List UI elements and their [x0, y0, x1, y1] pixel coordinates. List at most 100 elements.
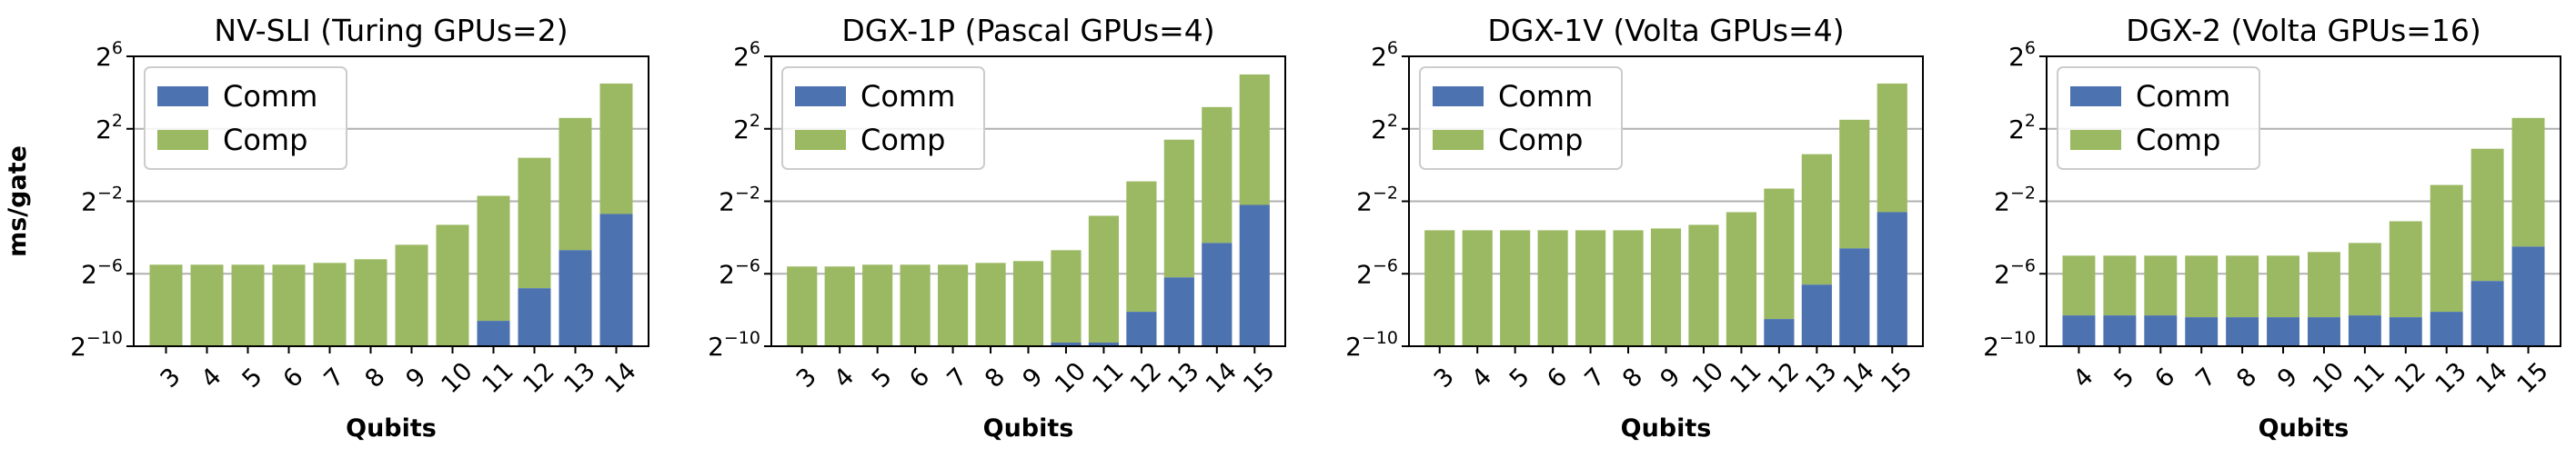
- legend-swatch-comp: [795, 130, 846, 150]
- x-axis-label: Qubits: [983, 414, 1074, 443]
- bar-comp: [1877, 83, 1907, 213]
- legend-swatch-comm: [2070, 86, 2121, 106]
- y-tick-base: 2: [1371, 114, 1387, 144]
- legend-swatch-comm: [1433, 86, 1484, 106]
- y-tick-label: 2−2: [1994, 184, 2036, 217]
- bar-comm: [1839, 248, 1870, 346]
- x-tick-label: 12: [1125, 357, 1167, 399]
- bar-comm: [1877, 212, 1907, 346]
- bar-comp: [1163, 139, 1194, 278]
- legend-swatch-comm: [795, 86, 846, 106]
- y-axis-label: ms/gate: [4, 145, 32, 257]
- y-tick-base: 2: [1994, 259, 2010, 289]
- bar-comm: [2185, 317, 2219, 346]
- bar-comp: [395, 244, 428, 346]
- bar-comp: [1575, 230, 1606, 346]
- legend-label-comp: Comp: [860, 123, 945, 157]
- y-tick-label: 2−10: [708, 328, 760, 362]
- y-tick-exponent: −2: [1373, 184, 1398, 204]
- legend-label-comm: Comm: [860, 79, 955, 114]
- legend: Comm Comp: [781, 66, 985, 170]
- y-tick-label: 2−2: [81, 184, 123, 217]
- y-tick-base: 2: [733, 42, 750, 72]
- y-tick-base: 2: [1983, 332, 1999, 362]
- y-tick-label: 2−6: [719, 255, 760, 289]
- bar-comm: [2348, 315, 2381, 346]
- bar-comp: [975, 263, 1006, 346]
- y-tick-label: 2−10: [1983, 328, 2036, 362]
- bar-comp: [231, 264, 265, 346]
- x-tick-label: 6: [278, 363, 309, 393]
- y-tick-label: 2−2: [719, 184, 760, 217]
- bar-comp: [1462, 230, 1493, 346]
- x-tick-label: 3: [791, 363, 822, 393]
- bar-comp: [1613, 230, 1644, 346]
- bar-comp: [2185, 255, 2219, 318]
- bar-comp: [477, 195, 510, 322]
- y-tick-base: 2: [1371, 42, 1387, 72]
- x-tick-label: 8: [980, 363, 1011, 393]
- bar-comp: [436, 224, 469, 346]
- bar-comp: [354, 259, 387, 346]
- bar-comm: [2103, 315, 2137, 346]
- x-tick-label: 13: [558, 357, 600, 399]
- legend-swatch-comp: [157, 130, 208, 150]
- x-tick-label: 4: [829, 363, 860, 393]
- bar-comp: [2348, 243, 2381, 316]
- chart-title: DGX-1V (Volta GPUs=4): [1487, 13, 1844, 48]
- x-tick-label: 15: [1876, 357, 1917, 399]
- legend: Comm Comp: [1419, 66, 1623, 170]
- bar-comm: [1126, 312, 1157, 346]
- bar-comp: [2470, 148, 2504, 282]
- x-tick-label: 5: [237, 363, 268, 393]
- legend-label-comm: Comm: [1498, 79, 1593, 114]
- y-tick-base: 2: [733, 114, 750, 144]
- x-tick-label: 6: [1542, 363, 1573, 393]
- x-tick-label: 15: [2511, 357, 2553, 399]
- bar-comp: [2267, 255, 2300, 318]
- chart-title: NV-SLI (Turing GPUs=2): [214, 13, 568, 48]
- bar-comm: [2511, 246, 2545, 346]
- y-tick-exponent: −2: [97, 184, 123, 204]
- bar-comm: [2226, 317, 2259, 346]
- bar-comp: [1202, 106, 1233, 244]
- bar-comp: [313, 263, 347, 346]
- y-tick-label: 2−10: [70, 328, 123, 362]
- y-tick-base: 2: [96, 42, 112, 72]
- x-tick-label: 14: [1838, 357, 1880, 399]
- x-tick-label: 13: [1162, 357, 1204, 399]
- x-tick-label: 14: [1201, 357, 1243, 399]
- y-tick-exponent: −10: [86, 328, 123, 348]
- y-tick-base: 2: [70, 332, 86, 362]
- y-tick-exponent: 6: [1387, 38, 1398, 58]
- y-tick-exponent: −6: [735, 255, 760, 275]
- legend-label-comp: Comp: [2136, 123, 2220, 157]
- y-tick-label: 2−10: [1345, 328, 1398, 362]
- x-tick-label: 10: [2308, 357, 2350, 399]
- y-tick-exponent: −2: [2010, 184, 2036, 204]
- y-tick-exponent: −6: [97, 255, 123, 275]
- y-tick-exponent: −10: [1999, 328, 2036, 348]
- y-tick-exponent: −10: [724, 328, 760, 348]
- x-axis-label: Qubits: [2259, 414, 2350, 443]
- bar-comp: [272, 264, 306, 346]
- bar-comm: [1801, 284, 1832, 346]
- y-tick-label: 22: [1371, 111, 1398, 144]
- legend-label-comp: Comp: [1498, 123, 1583, 157]
- bar-comp: [1239, 74, 1270, 205]
- bar-comp: [1424, 230, 1455, 346]
- y-tick-base: 2: [2008, 114, 2025, 144]
- x-tick-label: 12: [1763, 357, 1805, 399]
- y-tick-base: 2: [1994, 187, 2010, 217]
- y-tick-base: 2: [81, 259, 97, 289]
- x-tick-label: 8: [1617, 363, 1648, 393]
- y-tick-base: 2: [2008, 42, 2025, 72]
- y-tick-label: 2−2: [1356, 184, 1398, 217]
- bar-comm: [2062, 315, 2096, 346]
- legend-label-comp: Comp: [223, 123, 307, 157]
